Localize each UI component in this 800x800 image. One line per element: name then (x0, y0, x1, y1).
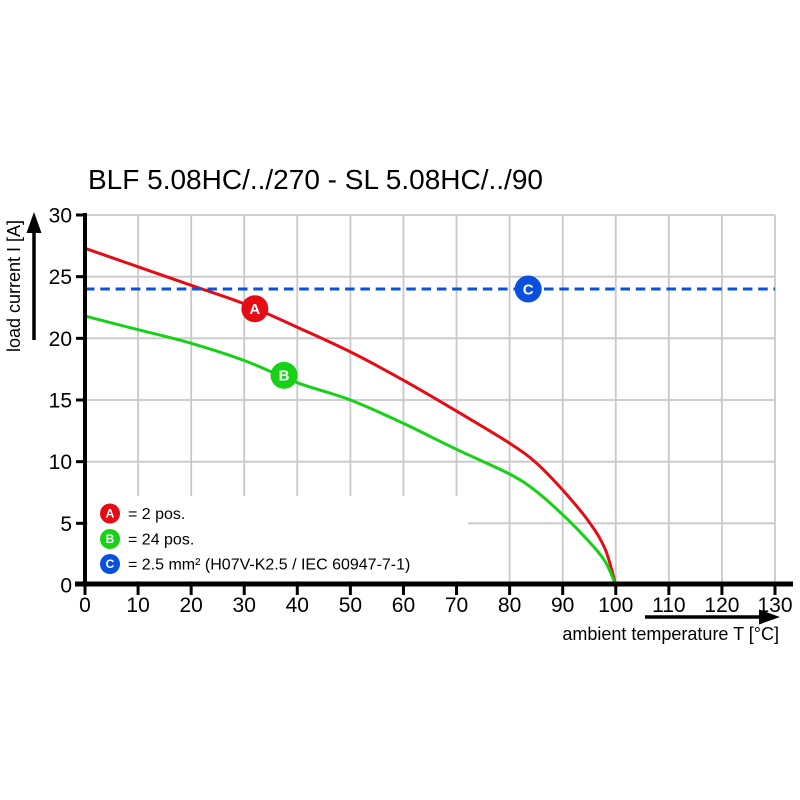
y-tick-label: 20 (49, 328, 72, 351)
series-curve-B (84, 314, 618, 586)
axis-captions: load current I [A] ambient temperature T… (4, 212, 780, 644)
y-tick-label: 10 (49, 451, 72, 474)
legend-item-text-C: = 2.5 mm² (H07V-K2.5 / IEC 60947-7-1) (128, 557, 410, 574)
x-tick-label: 110 (652, 594, 685, 617)
x-tick-label: 10 (126, 594, 149, 617)
curve-marker-A (241, 295, 269, 323)
curve-marker-B (270, 361, 298, 389)
legend-item-text-A: = 2 pos. (128, 506, 185, 523)
y-tick-label: 30 (49, 205, 72, 228)
curve-marker-letter-B: B (279, 368, 290, 385)
x-tick-label: 130 (757, 594, 792, 617)
legend-marker-letter-B: B (106, 532, 115, 546)
x-tick-label: 70 (445, 594, 468, 617)
x-tick-label: 120 (704, 594, 739, 617)
x-tick-label: 30 (233, 594, 256, 617)
legend-background (88, 496, 468, 581)
legend-items: A = 2 pos. B = 24 pos. C = 2.5 mm² (H07V-K2.5… (100, 503, 410, 574)
legend-marker-A (100, 503, 120, 524)
x-tick-label: 60 (392, 594, 415, 617)
x-tick-label: 80 (498, 594, 521, 617)
x-tick-label: 90 (551, 594, 574, 617)
x-tick-label: 50 (339, 594, 362, 617)
y-axis-label: load current I [A] (4, 220, 24, 352)
legend-marker-letter-C: C (106, 557, 115, 571)
curve-marker-C (514, 275, 542, 303)
series-curve-A (84, 246, 618, 586)
x-tick-label: 100 (598, 594, 633, 617)
legend: A = 2 pos. B = 24 pos. C = 2.5 mm² (H07V-K2.5… (88, 496, 468, 581)
y-axis-arrow-icon (26, 212, 42, 233)
axes (75, 213, 793, 587)
y-tick-label: 5 (60, 513, 72, 536)
y-tick-label: 0 (60, 575, 72, 598)
y-tick-label: 15 (49, 390, 72, 413)
curve-markers: A B C (241, 275, 542, 389)
curve-marker-letter-A: A (249, 301, 260, 318)
x-tick-label: 0 (79, 594, 91, 617)
series-layer (84, 246, 775, 586)
x-axis-label: ambient temperature T [°C] (562, 624, 779, 644)
legend-marker-letter-A: A (106, 507, 115, 521)
tick-layer: 0 10 20 30 40 50 60 70 80 90 100 110 120 130 0 5 10 15 20 2… (49, 205, 793, 618)
x-tick-label: 20 (179, 594, 202, 617)
curve-marker-letter-C: C (523, 281, 534, 298)
legend-item-text-B: = 24 pos. (128, 532, 194, 549)
x-axis-arrow-icon (759, 609, 780, 625)
x-tick-label: 40 (286, 594, 309, 617)
legend-marker-C (100, 554, 120, 574)
legend-marker-B (100, 529, 120, 549)
chart-title: BLF 5.08HC/../270 - SL 5.08HC/../90 (88, 164, 543, 195)
y-tick-label: 25 (49, 266, 72, 289)
